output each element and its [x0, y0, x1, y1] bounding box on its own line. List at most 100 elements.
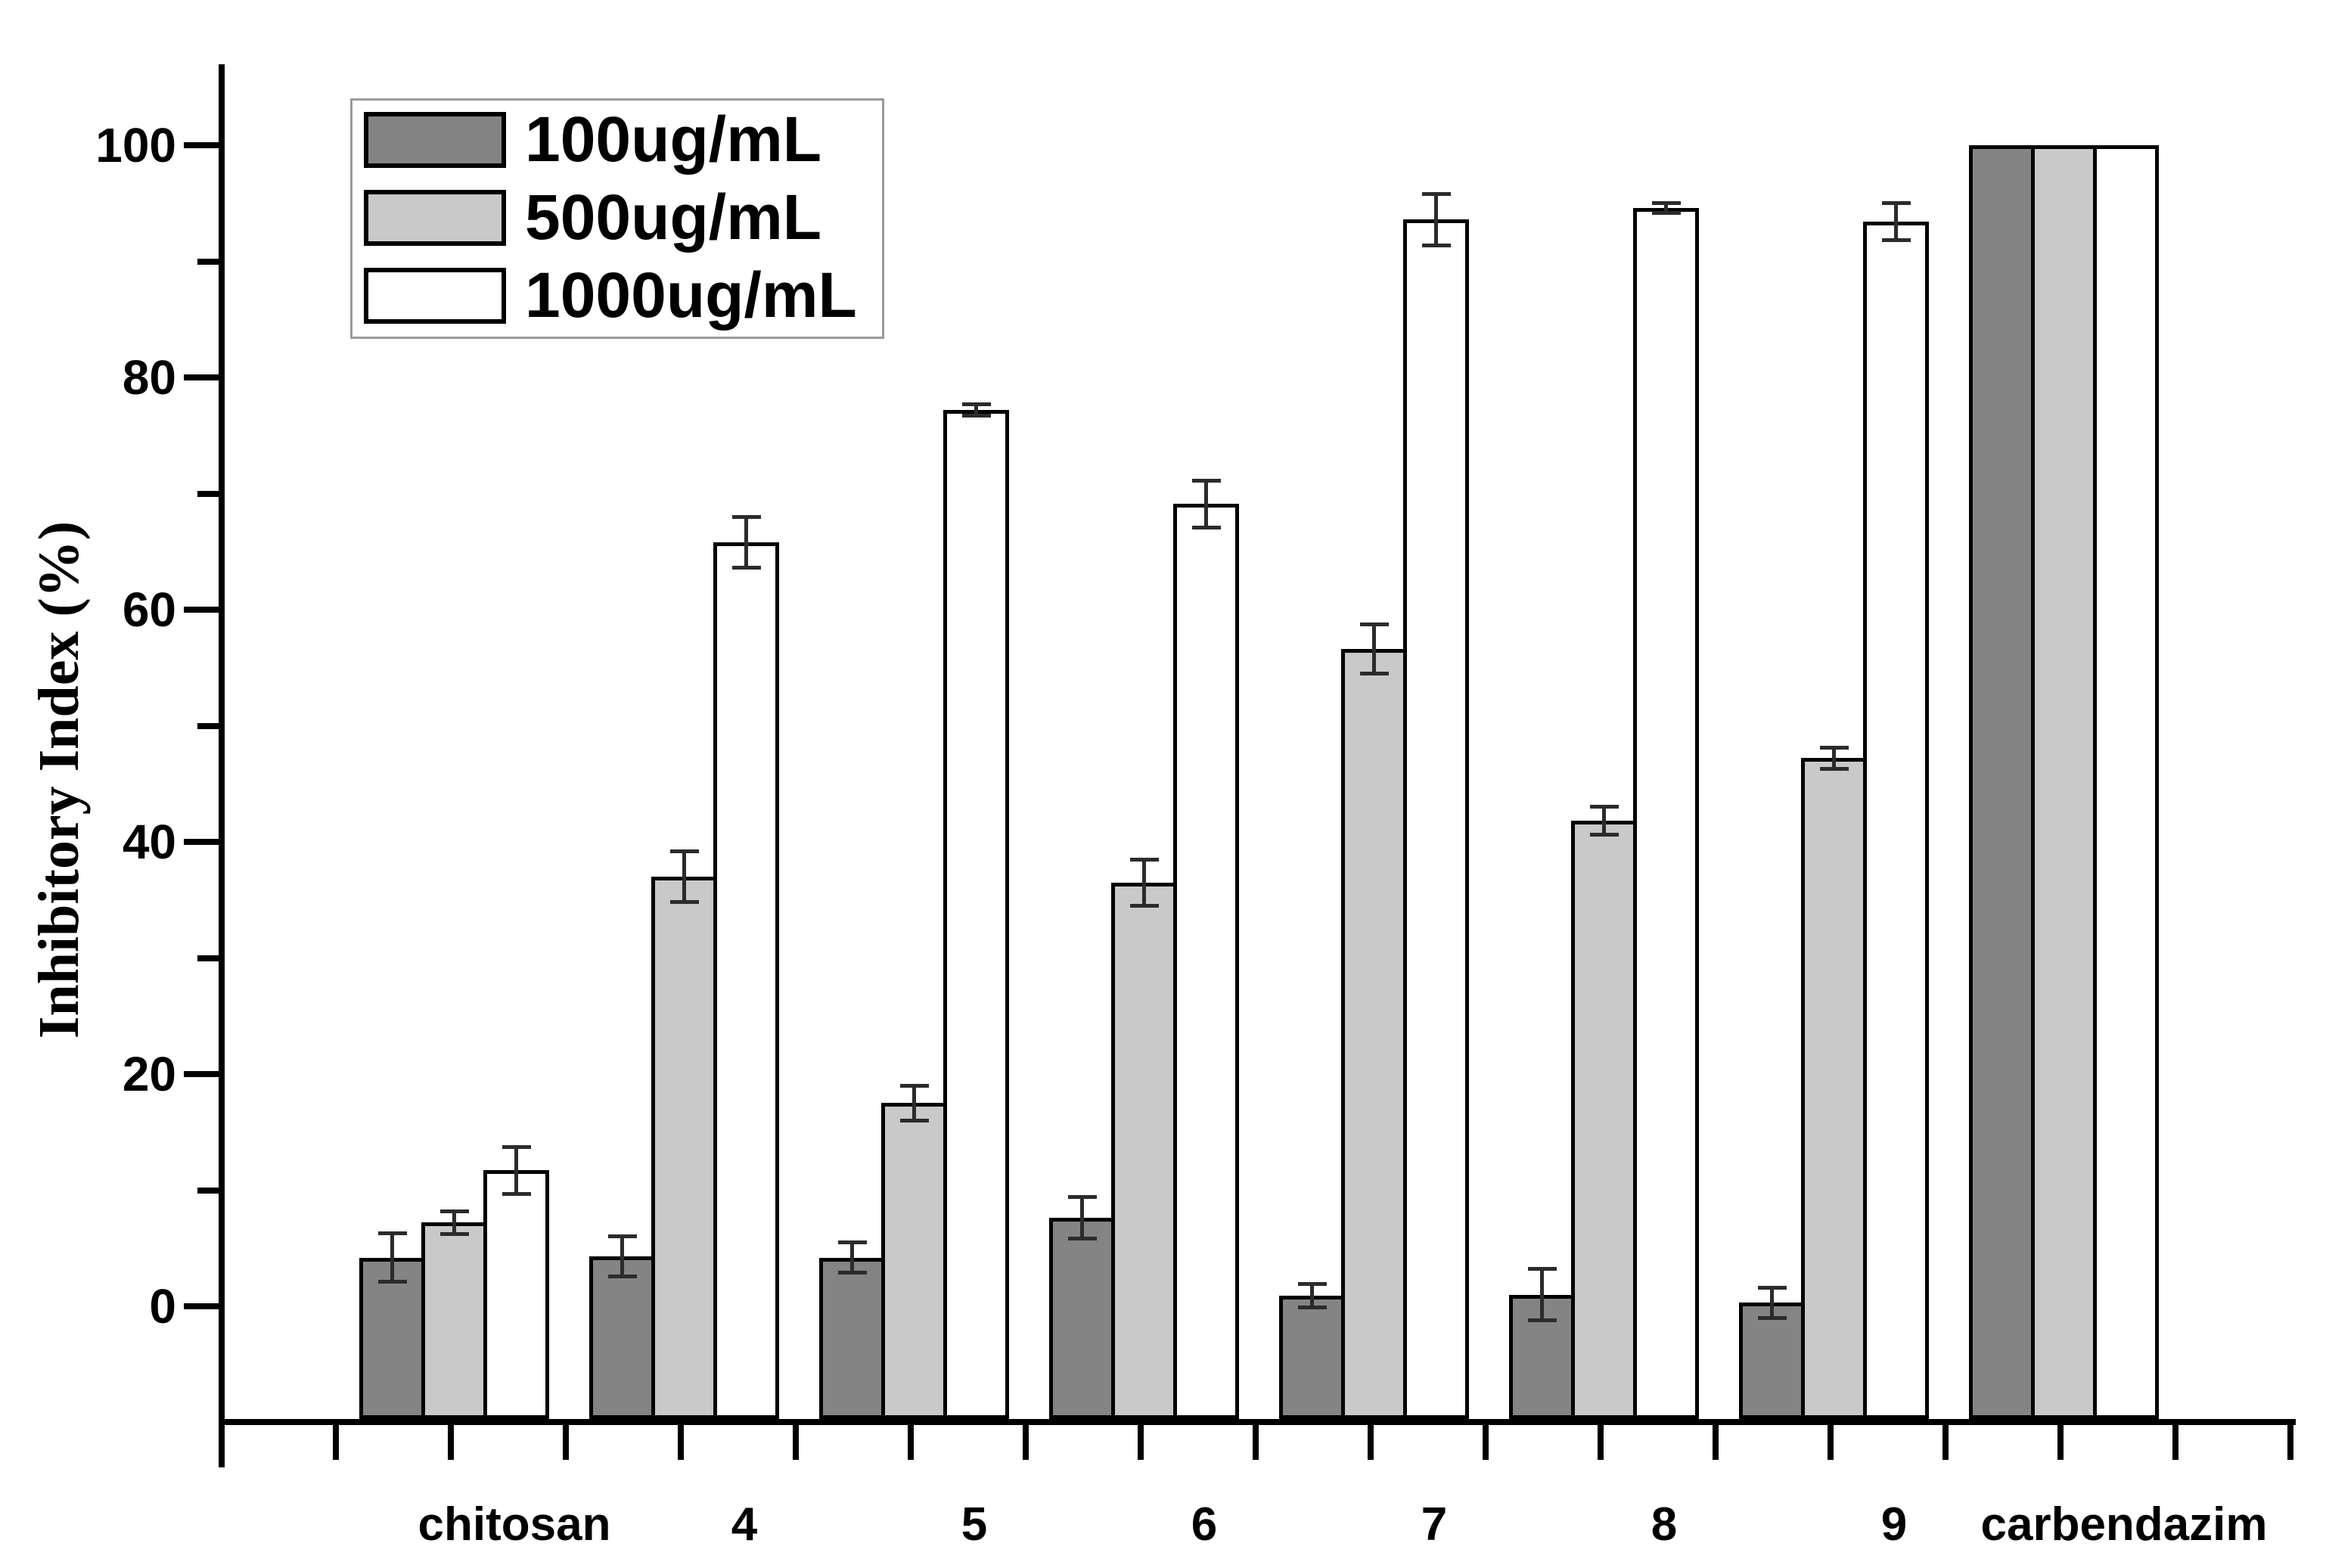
x-category-label: 4 — [731, 1498, 758, 1551]
error-bar — [514, 1147, 518, 1194]
y-tick-label: 100 — [95, 118, 176, 172]
bar-7-1000ug/mL — [1403, 219, 1469, 1419]
bar-9-500ug/mL — [1801, 758, 1867, 1419]
bar-9-1000ug/mL — [1863, 222, 1929, 1419]
y-major-tick — [184, 1303, 219, 1309]
error-bar — [850, 1242, 854, 1273]
x-tick — [1828, 1425, 1834, 1460]
error-bar-cap — [1421, 191, 1451, 196]
legend-swatch — [364, 112, 506, 168]
error-bar-cap — [1421, 243, 1451, 247]
error-bar-cap — [1527, 1267, 1557, 1271]
bar-9-100ug/mL — [1739, 1303, 1805, 1419]
y-tick-label: 60 — [122, 582, 176, 637]
y-major-tick — [184, 374, 219, 380]
y-tick-label: 20 — [122, 1047, 176, 1101]
y-minor-tick — [197, 955, 219, 961]
error-bar-cap — [607, 1274, 637, 1278]
error-bar-cap — [1527, 1318, 1557, 1322]
error-bar-cap — [1067, 1237, 1097, 1241]
x-tick — [2057, 1425, 2064, 1460]
error-bar-cap — [1359, 623, 1389, 627]
error-bar-cap — [1757, 1285, 1787, 1290]
error-bar-cap — [1881, 201, 1911, 206]
bar-chitosan-1000ug/mL — [483, 1170, 549, 1419]
x-tick — [1942, 1425, 1949, 1460]
error-bar-cap — [1297, 1306, 1327, 1310]
x-category-label: carbendazim — [1980, 1498, 2268, 1551]
bar-chitosan-500ug/mL — [421, 1222, 487, 1419]
error-bar — [1602, 806, 1606, 835]
error-bar — [974, 404, 978, 416]
error-bar-cap — [1819, 766, 1849, 771]
x-category-label: 9 — [1880, 1498, 1908, 1551]
y-minor-tick — [197, 258, 219, 265]
x-category-label: 6 — [1191, 1498, 1218, 1551]
error-bar-cap — [439, 1209, 469, 1213]
error-bar — [1142, 859, 1146, 906]
legend-label: 100ug/mL — [525, 104, 822, 175]
error-bar — [1832, 747, 1836, 769]
error-bar-cap — [502, 1145, 531, 1150]
x-axis-line — [219, 1419, 2296, 1425]
error-bar-cap — [1129, 857, 1159, 862]
error-bar — [1540, 1268, 1544, 1321]
error-bar — [1080, 1197, 1084, 1239]
error-bar-cap — [607, 1234, 637, 1239]
error-bar-cap — [439, 1232, 469, 1237]
bar-7-100ug/mL — [1279, 1296, 1345, 1419]
error-bar — [682, 851, 686, 902]
bar-5-1000ug/mL — [943, 409, 1009, 1419]
legend-swatch — [364, 190, 506, 246]
y-minor-tick — [197, 1187, 219, 1194]
x-tick — [2287, 1425, 2293, 1460]
bar-7-500ug/mL — [1341, 649, 1407, 1419]
error-bar-cap — [961, 414, 991, 418]
error-bar — [912, 1085, 916, 1121]
error-bar-cap — [899, 1118, 929, 1122]
x-tick — [793, 1425, 799, 1460]
error-bar — [620, 1236, 624, 1277]
y-tick-label: 40 — [122, 815, 176, 869]
error-bar — [452, 1211, 456, 1234]
bar-4-500ug/mL — [651, 877, 717, 1419]
error-bar-cap — [1589, 833, 1619, 837]
error-bar-cap — [669, 900, 699, 905]
y-axis-line — [219, 64, 225, 1467]
error-bar — [1310, 1284, 1314, 1308]
error-bar — [1664, 203, 1668, 213]
bar-carbendazim-500ug/mL — [2031, 145, 2097, 1419]
y-tick-label: 80 — [122, 350, 176, 405]
y-major-tick — [184, 839, 219, 845]
error-bar-cap — [731, 566, 761, 570]
error-bar-cap — [1191, 525, 1221, 529]
bar-6-500ug/mL — [1111, 882, 1177, 1419]
x-tick — [1253, 1425, 1259, 1460]
bar-8-500ug/mL — [1571, 821, 1637, 1419]
y-tick-label: 0 — [149, 1279, 176, 1334]
bar-6-100ug/mL — [1049, 1218, 1115, 1419]
error-bar-cap — [731, 514, 761, 519]
y-major-tick — [184, 607, 219, 613]
error-bar-cap — [1359, 671, 1389, 675]
legend-label: 1000ug/mL — [525, 259, 857, 331]
error-bar-cap — [1651, 201, 1681, 206]
x-tick — [1713, 1425, 1719, 1460]
x-tick — [2172, 1425, 2178, 1460]
bar-4-100ug/mL — [589, 1256, 655, 1419]
bar-carbendazim-1000ug/mL — [2093, 145, 2159, 1419]
error-bar — [1894, 203, 1898, 241]
error-bar-cap — [837, 1270, 867, 1275]
bar-5-100ug/mL — [819, 1257, 885, 1419]
error-bar — [1770, 1287, 1774, 1318]
bar-5-500ug/mL — [881, 1103, 947, 1419]
y-minor-tick — [197, 490, 219, 497]
error-bar-cap — [1191, 479, 1221, 483]
x-tick — [1483, 1425, 1489, 1460]
x-category-label: 5 — [961, 1498, 988, 1551]
x-tick — [908, 1425, 914, 1460]
legend-item: 100ug/mL — [352, 106, 882, 172]
error-bar-cap — [899, 1083, 929, 1088]
error-bar-cap — [1881, 238, 1911, 243]
bar-6-1000ug/mL — [1173, 504, 1239, 1419]
